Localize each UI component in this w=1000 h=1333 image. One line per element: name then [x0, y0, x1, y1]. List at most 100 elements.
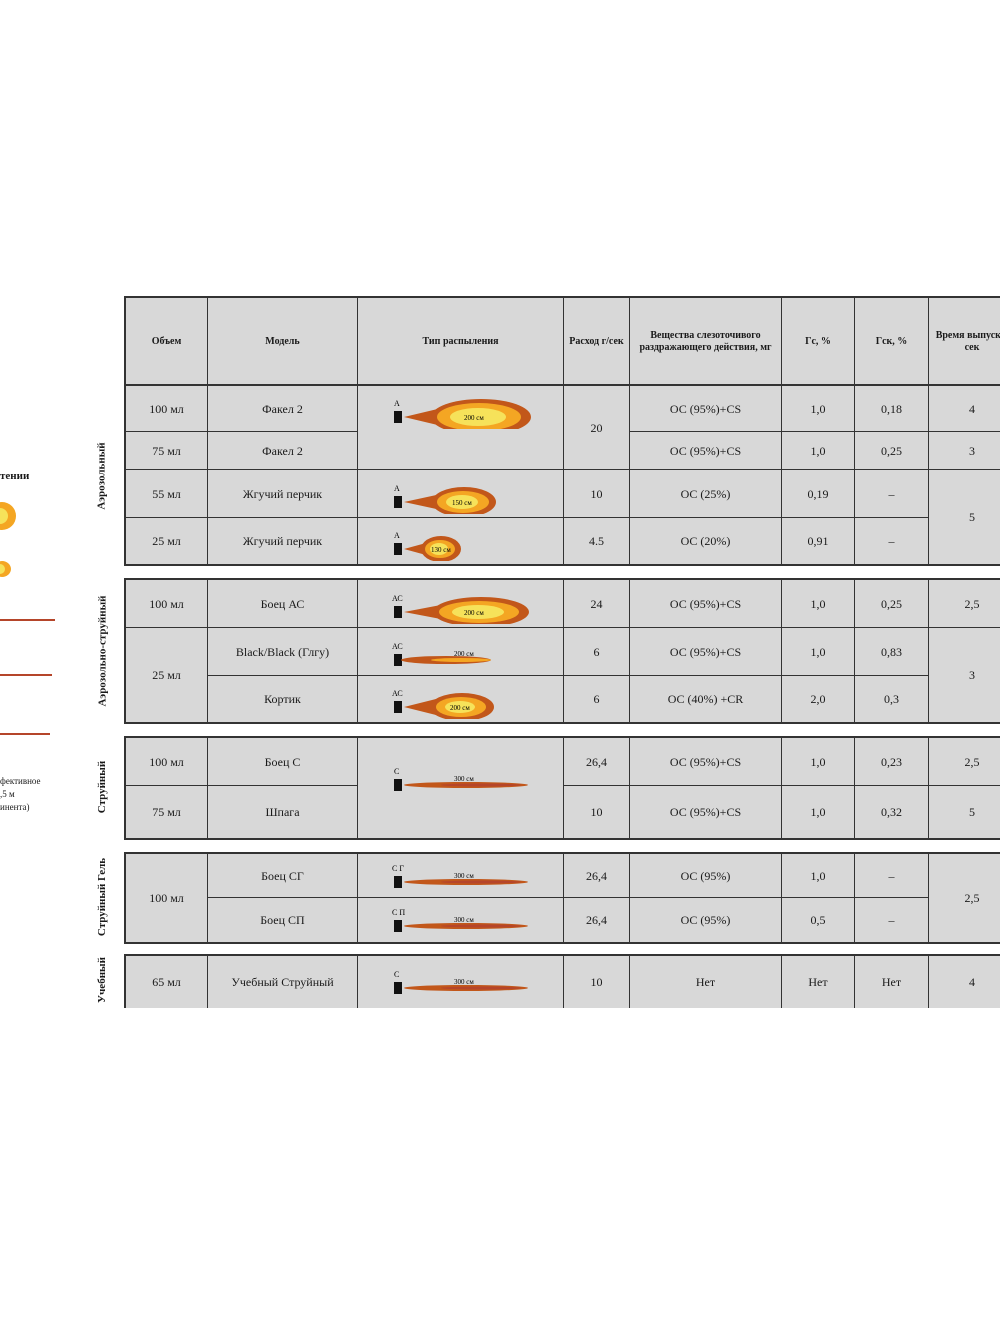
cell-volume: 25 мл	[126, 518, 208, 564]
cell-pct1: 0,19	[782, 470, 855, 518]
header-spray-type: Тип распыления	[358, 298, 564, 386]
group-label-jet: Струйный	[96, 760, 109, 814]
group-aerosol-jet: 100 мл Боец АС АС 200 см 24 ОС (95%)+CS …	[124, 578, 1000, 724]
cell-flow: 24	[564, 580, 630, 628]
header-pct2: Гск, %	[855, 298, 929, 386]
cell-model: Боец СГ	[208, 854, 358, 898]
svg-text:С: С	[394, 970, 399, 979]
cell-flow: 6	[564, 676, 630, 722]
cell-substance: ОС (95%)+CS	[630, 580, 782, 628]
cell-spray-empty	[358, 432, 564, 470]
cell-model: Боец СП	[208, 898, 358, 942]
cell-spray: АС 200 см	[358, 628, 564, 676]
cell-substance: ОС (20%)	[630, 518, 782, 564]
cell-volume: 100 мл	[126, 738, 208, 786]
table-header: Объем Модель Тип распыления Расход г/сек…	[124, 296, 1000, 386]
svg-text:200 см: 200 см	[450, 704, 470, 712]
cell-substance: ОС (95%)+CS	[630, 432, 782, 470]
cell-spray: АС 200 см	[358, 676, 564, 722]
flame-sample-icon	[0, 502, 16, 530]
cell-volume: 75 мл	[126, 432, 208, 470]
cell-model: Боец С	[208, 738, 358, 786]
cell-substance: Нет	[630, 956, 782, 1008]
cell-volume: 100 мл	[126, 386, 208, 432]
cell-spray: А 130 см	[358, 518, 564, 564]
cell-pct2: 0,32	[855, 786, 929, 838]
left-legend-line-3: инента)	[0, 802, 30, 812]
cell-flow: 4.5	[564, 518, 630, 564]
cell-substance: ОС (40%) +CR	[630, 676, 782, 722]
svg-text:300 см: 300 см	[454, 872, 474, 880]
cell-pct1: 1,0	[782, 738, 855, 786]
cell-volume: 25 мл	[126, 628, 208, 722]
cell-flow: 20	[564, 386, 630, 470]
cell-spray: АС 200 см	[358, 580, 564, 628]
svg-text:300 см: 300 см	[454, 775, 474, 783]
cell-time: 2,5	[929, 854, 1000, 942]
header-model: Модель	[208, 298, 358, 386]
svg-text:А: А	[394, 399, 400, 408]
svg-text:150 см: 150 см	[452, 499, 472, 507]
group-jet: 100 мл Боец С С 300 см 26,4 ОС (95%)+CS …	[124, 736, 1000, 840]
cell-time: 5	[929, 470, 1000, 564]
cell-pct1: Нет	[782, 956, 855, 1008]
spray-jet-long-icon: С 300 см	[393, 970, 528, 994]
jet-sample-icon-2	[0, 674, 52, 676]
cell-pct1: 1,0	[782, 386, 855, 432]
cell-pct2: 0,3	[855, 676, 929, 722]
spray-cloud-small-icon: А 130 см	[393, 531, 461, 561]
group-label-training: Учебный	[96, 957, 108, 1003]
jet-sample-icon-3	[0, 733, 50, 735]
cell-time: 4	[929, 956, 1000, 1008]
spray-cloud-icon: А 150 см	[393, 484, 496, 514]
svg-text:АС: АС	[392, 642, 403, 651]
svg-text:130 см: 130 см	[431, 546, 451, 554]
cell-volume: 65 мл	[126, 956, 208, 1008]
cell-substance: ОС (95%)+CS	[630, 386, 782, 432]
svg-text:АС: АС	[392, 689, 403, 698]
cell-spray: А 150 см	[358, 470, 564, 518]
group-jet-gel: 100 мл Боец СГ С Г 300 см 26,4 ОС (95%) …	[124, 852, 1000, 944]
cell-pct1: 0,91	[782, 518, 855, 564]
cell-flow: 10	[564, 470, 630, 518]
spray-cloud-mid-icon: АС 200 см	[392, 689, 494, 719]
cell-pct1: 1,0	[782, 580, 855, 628]
svg-text:С Г: С Г	[392, 864, 404, 873]
svg-text:200 см: 200 см	[464, 609, 484, 617]
cell-flow: 26,4	[564, 898, 630, 942]
left-legend-line-1: фективное	[0, 776, 41, 786]
cell-volume: 100 мл	[126, 854, 208, 942]
svg-text:А: А	[394, 484, 400, 493]
cell-model: Боец АС	[208, 580, 358, 628]
svg-text:300 см: 300 см	[454, 916, 474, 924]
cell-pct2: –	[855, 518, 929, 564]
header-flow: Расход г/сек	[564, 298, 630, 386]
left-legend-line-2: ,5 м	[0, 789, 15, 799]
spray-jet-long-icon: С 300 см	[393, 767, 528, 791]
cell-volume: 55 мл	[126, 470, 208, 518]
cell-model: Кортик	[208, 676, 358, 722]
cell-pct1: 2,0	[782, 676, 855, 722]
cell-substance: ОС (95%)	[630, 854, 782, 898]
cell-pct2: –	[855, 470, 929, 518]
group-training: 65 мл Учебный Струйный С 300 см 10 Нет Н…	[124, 954, 1000, 1008]
group-aerosol: 100 мл Факел 2 А 200 см 20 ОС (95%)+CS 1…	[124, 384, 1000, 566]
cell-model: Факел 2	[208, 386, 358, 432]
cell-model: Учебный Струйный	[208, 956, 358, 1008]
cell-flow: 10	[564, 786, 630, 838]
header-substances: Вещества слезоточивого раздражающего дей…	[630, 298, 782, 386]
cell-substance: ОС (95%)+CS	[630, 628, 782, 676]
cell-pct1: 1,0	[782, 432, 855, 470]
svg-text:С: С	[394, 767, 399, 776]
cell-model: Black/Black (Глгу)	[208, 628, 358, 676]
cell-flow: 26,4	[564, 854, 630, 898]
cell-time: 4	[929, 386, 1000, 432]
cell-spray: А 200 см	[358, 386, 564, 432]
cell-substance: ОС (25%)	[630, 470, 782, 518]
cell-model: Факел 2	[208, 432, 358, 470]
cell-volume: 100 мл	[126, 580, 208, 628]
cell-pct1: 1,0	[782, 854, 855, 898]
cell-substance: ОС (95%)+CS	[630, 786, 782, 838]
left-legend-fragment: тении фективное ,5 м инента)	[0, 0, 70, 1333]
cell-flow: 26,4	[564, 738, 630, 786]
